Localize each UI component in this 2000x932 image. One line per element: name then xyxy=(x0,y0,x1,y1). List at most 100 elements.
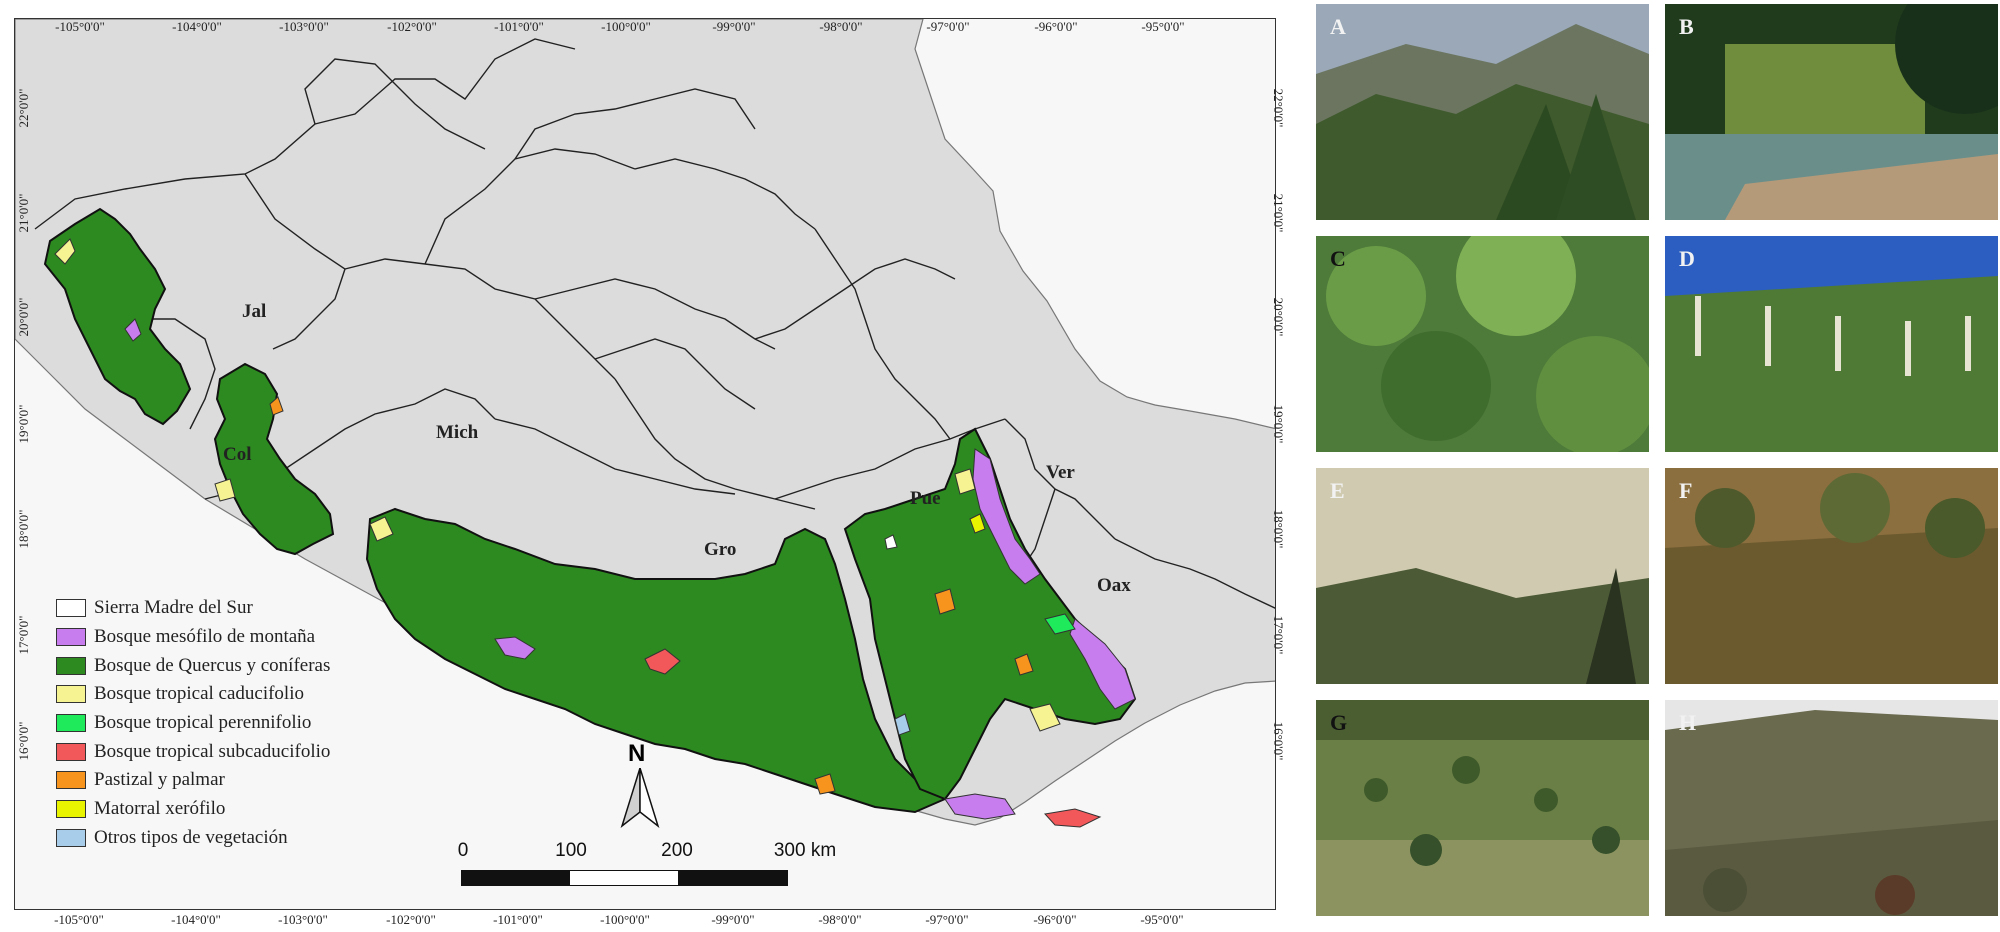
state-label-mich: Mich xyxy=(436,422,479,443)
tick-top: -95°0'0" xyxy=(1141,19,1185,34)
legend-label: Bosque tropical subcaducifolio xyxy=(94,740,331,762)
tick-left: 20°0'0" xyxy=(16,297,31,337)
scale-label-200: 200 xyxy=(661,840,693,861)
legend-item: Matorral xerófilo xyxy=(56,795,330,824)
scale-bar-segment xyxy=(570,871,679,885)
tick-left: 22°0'0" xyxy=(16,88,31,128)
legend-item: Pastizal y palmar xyxy=(56,766,330,795)
tick-left: 18°0'0" xyxy=(16,509,31,549)
scale-label-100: 100 xyxy=(555,840,587,861)
legend-label: Bosque de Quercus y coníferas xyxy=(94,654,331,676)
photo-label-b: B xyxy=(1679,14,1694,39)
state-label-col: Col xyxy=(223,444,252,465)
legend-label: Pastizal y palmar xyxy=(94,769,225,791)
legend-swatch xyxy=(56,599,86,618)
tick-top: -102°0'0" xyxy=(387,19,437,34)
tick-top: -96°0'0" xyxy=(1034,19,1078,34)
photo-label-h: H xyxy=(1679,710,1697,735)
photo-label-c: C xyxy=(1330,246,1346,271)
legend-label: Otros tipos de vegetación xyxy=(94,826,288,848)
legend-item: Bosque de Quercus y coníferas xyxy=(56,651,330,680)
legend-swatch xyxy=(56,828,86,847)
tick-left: 17°0'0" xyxy=(16,615,31,655)
photo-label-d: D xyxy=(1679,246,1695,271)
tick-right: 17°0'0" xyxy=(1271,615,1286,655)
legend-label: Matorral xerófilo xyxy=(94,798,226,820)
legend-swatch xyxy=(56,742,86,761)
legend-swatch xyxy=(56,656,86,675)
photo-g: G xyxy=(1316,700,1649,916)
north-arrow-label: N xyxy=(628,740,646,767)
north-arrow-icon xyxy=(620,768,660,828)
legend-label: Bosque mesófilo de montaña xyxy=(94,626,316,648)
tick-left: 19°0'0" xyxy=(16,404,31,444)
tick-right: 19°0'0" xyxy=(1271,404,1286,444)
photo-c: C xyxy=(1316,236,1649,452)
photo-a: A xyxy=(1316,4,1649,220)
tick-bottom: -101°0'0" xyxy=(493,912,543,927)
tick-top: -99°0'0" xyxy=(712,19,756,34)
scale-bar-segment xyxy=(678,871,787,885)
legend-label: Sierra Madre del Sur xyxy=(94,597,253,619)
tick-top: -98°0'0" xyxy=(819,19,863,34)
scale-bar-segment xyxy=(462,871,571,885)
legend-label: Bosque tropical perennifolio xyxy=(94,712,312,734)
vegetation-south xyxy=(365,427,1137,828)
state-label-gro: Gro xyxy=(704,539,737,560)
map-canvas xyxy=(15,19,1275,828)
tick-bottom: -95°0'0" xyxy=(1140,912,1184,927)
legend-swatch xyxy=(56,685,86,704)
photo-h: H xyxy=(1665,700,1998,916)
tick-top: -101°0'0" xyxy=(494,19,544,34)
legend-swatch xyxy=(56,771,86,790)
photo-e: E xyxy=(1316,468,1649,684)
state-label-pue: Pue xyxy=(910,488,941,509)
tick-top: -104°0'0" xyxy=(172,19,222,34)
state-label-oax: Oax xyxy=(1097,575,1131,596)
legend-swatch xyxy=(56,714,86,733)
tick-bottom: -96°0'0" xyxy=(1033,912,1077,927)
photo-d: D xyxy=(1665,236,1998,452)
photo-label-g: G xyxy=(1330,710,1348,735)
tick-right: 22°0'0" xyxy=(1271,88,1286,128)
tick-bottom: -100°0'0" xyxy=(600,912,650,927)
photo-f: F xyxy=(1665,468,1998,684)
legend-item: Otros tipos de vegetación xyxy=(56,824,330,853)
photo-label-f: F xyxy=(1679,478,1693,503)
tick-bottom: -104°0'0" xyxy=(171,912,221,927)
vegetation-west xyxy=(43,207,335,556)
tick-bottom: -98°0'0" xyxy=(818,912,862,927)
tick-bottom: -102°0'0" xyxy=(386,912,436,927)
legend-item: Bosque tropical perennifolio xyxy=(56,709,330,738)
tick-right: 16°0'0" xyxy=(1271,721,1286,761)
tick-right: 20°0'0" xyxy=(1271,297,1286,337)
legend-item: Sierra Madre del Sur xyxy=(56,594,330,623)
legend-item: Bosque mesófilo de montaña xyxy=(56,623,330,652)
state-label-jal: Jal xyxy=(242,301,267,322)
tick-right: 21°0'0" xyxy=(1271,193,1286,233)
state-label-ver: Ver xyxy=(1046,462,1075,483)
tick-left: 21°0'0" xyxy=(16,193,31,233)
tick-top: -105°0'0" xyxy=(55,19,105,34)
legend-swatch xyxy=(56,800,86,819)
map-legend: Sierra Madre del Sur Bosque mesófilo de … xyxy=(56,594,330,852)
legend-swatch xyxy=(56,628,86,647)
tick-top: -103°0'0" xyxy=(279,19,329,34)
scale-label-0: 0 xyxy=(457,840,469,861)
photo-b: B xyxy=(1665,4,1998,220)
tick-bottom: -103°0'0" xyxy=(278,912,328,927)
tick-top: -97°0'0" xyxy=(926,19,970,34)
vegetation-map: -105°0'0" -104°0'0" -103°0'0" -102°0'0" … xyxy=(14,18,1276,910)
tick-bottom: -97°0'0" xyxy=(925,912,969,927)
scale-bar xyxy=(461,870,788,886)
tick-right: 18°0'0" xyxy=(1271,509,1286,549)
tick-bottom: -99°0'0" xyxy=(711,912,755,927)
photo-label-a: A xyxy=(1330,14,1346,39)
tick-bottom: -105°0'0" xyxy=(54,912,104,927)
legend-item: Bosque tropical subcaducifolio xyxy=(56,737,330,766)
scale-label-300: 300 km xyxy=(773,840,837,861)
legend-label: Bosque tropical caducifolio xyxy=(94,683,304,705)
photo-label-e: E xyxy=(1330,478,1345,503)
legend-item: Bosque tropical caducifolio xyxy=(56,680,330,709)
tick-top: -100°0'0" xyxy=(601,19,651,34)
